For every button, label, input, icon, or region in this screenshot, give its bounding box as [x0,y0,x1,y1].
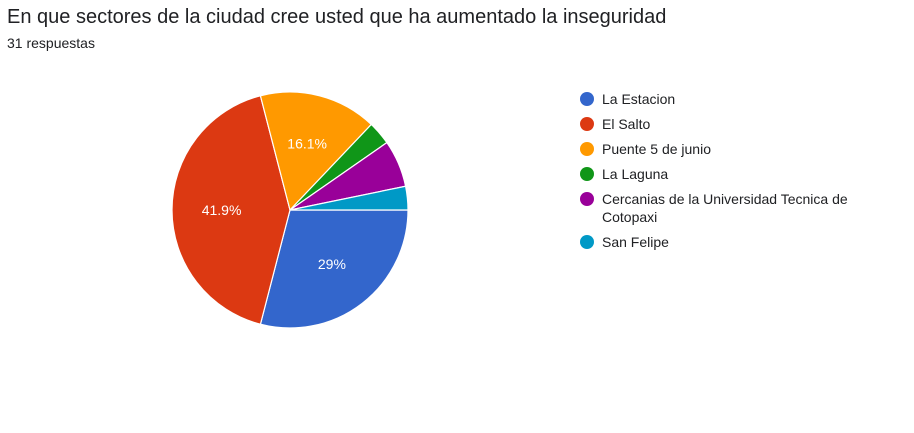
legend-label: Puente 5 de junio [602,141,711,157]
slice-percent-label-3: 16.1% [287,136,327,152]
slice-percent-label-1: 29% [318,256,346,272]
pie-slice-2 [171,95,291,325]
pie-slice-3 [259,91,373,212]
legend-item: San Felipe [580,233,900,251]
legend-label: Cercanias de la Universidad Tecnica de C… [602,191,848,225]
pie-slice-1 [259,209,409,329]
legend-item: Puente 5 de junio [580,140,900,158]
legend-item: La Estacion [580,90,900,108]
legend-label: El Salto [602,116,651,132]
slice-percent-label-2: 41.9% [202,202,242,218]
legend-label: La Laguna [602,166,669,182]
legend-swatch [580,192,594,206]
legend-item: La Laguna [580,165,900,183]
legend-swatch [580,235,594,249]
legend-label: San Felipe [602,234,669,250]
legend-item: Cercanias de la Universidad Tecnica de C… [580,190,900,226]
pie-chart: 29% 41.9% 16.1% [171,91,409,329]
chart-title: En que sectores de la ciudad cree usted … [7,6,667,28]
response-count: 31 respuestas [7,35,95,51]
legend-swatch [580,117,594,131]
legend-swatch [580,142,594,156]
legend-swatch [580,92,594,106]
legend-swatch [580,167,594,181]
chart-legend: La Estacion El Salto Puente 5 de junio La L… [580,90,900,258]
legend-label: La Estacion [602,91,676,107]
legend-item: El Salto [580,115,900,133]
pie-slice-6 [289,185,409,211]
